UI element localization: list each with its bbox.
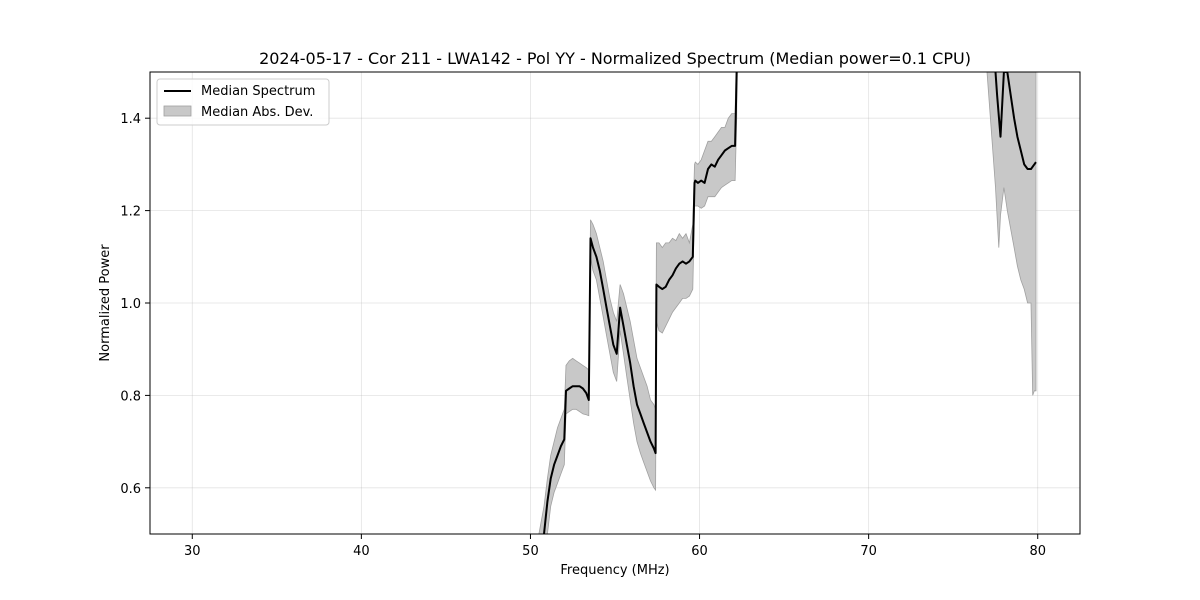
y-tick-label: 1.0 [120,297,141,312]
y-tick-label: 0.8 [120,389,141,404]
legend: Median Spectrum Median Abs. Dev. [156,78,330,126]
chart-title: 2024-05-17 - Cor 211 - LWA142 - Pol YY -… [259,49,971,68]
x-axis-label: Frequency (MHz) [560,563,669,578]
x-tick-label: 30 [184,544,201,559]
x-tick-label: 80 [1029,544,1046,559]
legend-label-mad: Median Abs. Dev. [201,105,313,120]
x-tick-label: 70 [860,544,877,559]
x-tick-label: 40 [353,544,370,559]
y-tick-label: 0.6 [120,482,141,497]
legend-swatch-mad [163,105,192,117]
median-abs-dev-band [538,72,1037,534]
grid-lines [150,72,1080,534]
x-tick-label: 60 [691,544,708,559]
legend-box [156,78,330,126]
y-axis-ticks: 0.6 0.8 1.0 1.2 1.4 [120,112,150,497]
x-tick-label: 50 [522,544,539,559]
x-axis-ticks: 30 40 50 60 70 80 [184,534,1046,559]
y-axis-label: Normalized Power [98,244,113,362]
median-spectrum-line [542,72,1037,534]
y-tick-label: 1.2 [120,205,141,220]
legend-label-median: Median Spectrum [201,84,315,99]
y-tick-label: 1.4 [120,112,141,127]
